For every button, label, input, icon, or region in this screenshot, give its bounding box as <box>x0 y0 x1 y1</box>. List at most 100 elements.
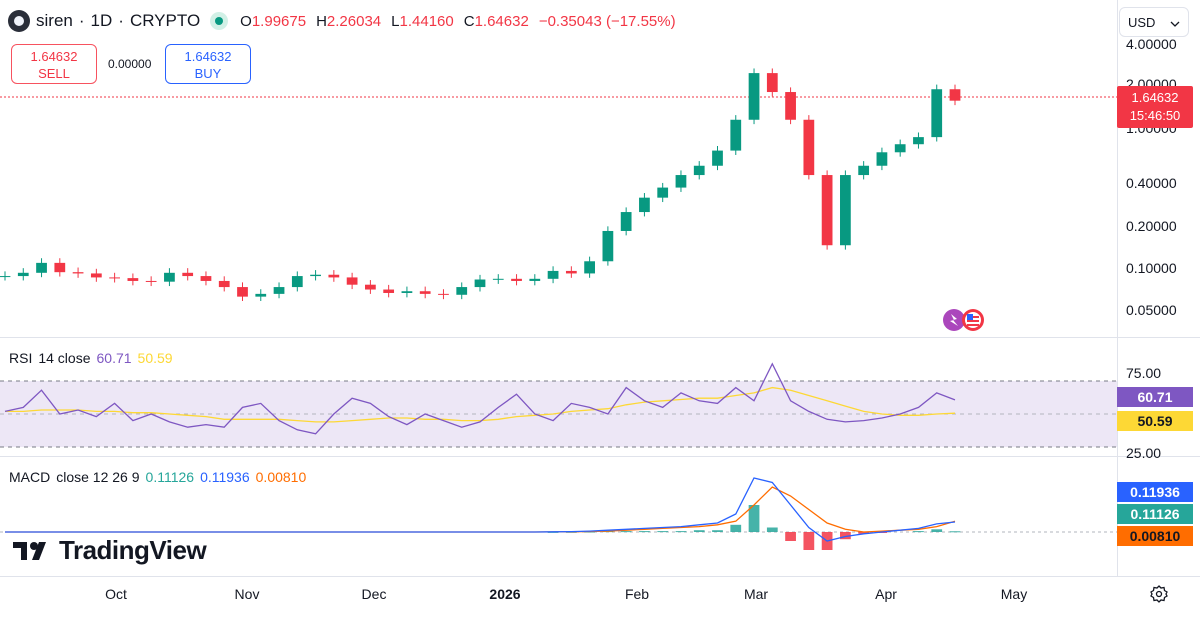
macd-line <box>5 477 956 542</box>
candle-body <box>913 137 924 145</box>
rsi-plot <box>4 362 956 435</box>
price-axis-label: 0.05000 <box>1126 302 1177 318</box>
price-axis-label: 0.20000 <box>1126 218 1177 234</box>
candle-body <box>748 73 760 120</box>
settings-gear-icon[interactable] <box>1150 585 1168 603</box>
time-axis-label: Dec <box>361 586 387 602</box>
last-price-tag: 1.64632 15:46:50 <box>1117 86 1193 128</box>
candle-body <box>565 270 577 274</box>
events-icon[interactable] <box>941 307 989 333</box>
candle-body <box>730 119 742 151</box>
candle-body <box>438 293 449 295</box>
candle-body <box>931 89 943 138</box>
macd-hist-bar <box>949 531 961 533</box>
candle-body <box>237 287 248 297</box>
macd-value: 0.11126 <box>145 469 195 485</box>
candle-body <box>346 277 358 285</box>
macd-value-tag: 0.11126 <box>1117 504 1193 524</box>
rsi-ma-value: 50.59 <box>137 350 173 366</box>
candle-body <box>547 270 559 279</box>
candle-body <box>602 230 614 262</box>
spread-value: 0.00000 <box>108 57 152 71</box>
macd-signal-value: 0.11936 <box>200 469 250 485</box>
candle-body <box>36 262 47 273</box>
macd-hist-tag: 0.00810 <box>1117 526 1193 546</box>
tradingview-logo-icon <box>13 541 46 560</box>
exchange: CRYPTO <box>129 11 201 30</box>
symbol-name[interactable]: siren <box>36 11 73 30</box>
time-axis-border <box>0 576 1200 577</box>
candle-body <box>218 280 230 288</box>
bar-countdown: 15:46:50 <box>1129 108 1181 123</box>
macd-params: close 12 26 9 <box>56 469 140 485</box>
macd-legend[interactable]: MACD close 12 26 9 0.11126 0.11936 0.008… <box>9 469 306 485</box>
tradingview-logo[interactable]: TradingView <box>13 535 207 566</box>
ohlc-values: O1.99675 H2.26034 L1.44160 C1.64632 −0.3… <box>240 12 676 30</box>
macd-signal-line <box>5 486 956 533</box>
macd-hist-bar <box>712 530 723 532</box>
candle-body <box>419 291 431 294</box>
macd-hist-bar <box>766 527 778 532</box>
candle-body <box>145 280 157 282</box>
time-axis-label: 2026 <box>489 586 521 602</box>
sell-button[interactable]: 1.64632 SELL <box>11 44 97 84</box>
price-axis-border <box>1117 0 1118 576</box>
rsi-axis-label: 75.00 <box>1126 365 1162 381</box>
sell-label: SELL <box>38 66 70 81</box>
interval[interactable]: 1D <box>90 11 113 30</box>
price-axis-label: 4.00000 <box>1126 36 1177 52</box>
pane-separator-rsi[interactable] <box>0 337 1200 338</box>
candle-body <box>675 175 687 188</box>
candle-body <box>127 278 139 281</box>
macd-hist-bar <box>913 531 924 533</box>
candle-body <box>291 276 303 288</box>
macd-hist-bar <box>675 531 687 533</box>
macd-hist-bar <box>620 531 632 533</box>
buy-button[interactable]: 1.64632 BUY <box>165 44 251 84</box>
macd-label: MACD <box>9 469 51 485</box>
candle-body <box>858 165 870 176</box>
candle-body <box>474 279 486 288</box>
candle-body <box>383 289 395 293</box>
rsi-value-tag: 60.71 <box>1117 387 1193 407</box>
rsi-line <box>4 362 956 435</box>
candle-body <box>72 272 84 274</box>
currency-selector[interactable]: USD <box>1119 7 1189 37</box>
candle-body <box>693 165 705 176</box>
candle-body <box>200 276 212 281</box>
candle-body <box>785 92 796 120</box>
market-status-icon[interactable] <box>210 12 229 30</box>
candle-body <box>17 272 29 277</box>
candle-body <box>328 274 340 278</box>
rsi-label: RSI <box>9 350 33 366</box>
candle-body <box>54 262 66 273</box>
macd-hist-bar <box>657 531 669 533</box>
candle-body <box>639 197 650 213</box>
candle-body <box>876 152 888 166</box>
chevron-down-icon <box>1170 15 1180 30</box>
candle-body <box>109 277 120 279</box>
candle-body <box>712 150 723 166</box>
symbol-header[interactable]: siren · 1D · CRYPTO O1.99675 H2.26034 L1… <box>8 8 676 34</box>
candle-body <box>803 119 815 176</box>
buy-price: 1.64632 <box>184 49 232 64</box>
last-price-value: 1.64632 <box>1131 90 1179 105</box>
macd-hist-bar <box>803 532 815 550</box>
candle-body <box>821 175 833 246</box>
price-axis-label: 0.40000 <box>1126 175 1177 191</box>
time-axis-label: Nov <box>234 586 260 602</box>
candle-body <box>949 89 961 101</box>
rsi-params: 14 close <box>38 350 91 366</box>
currency-label: USD <box>1128 14 1156 30</box>
macd-hist-bar <box>748 505 760 532</box>
candle-body <box>584 261 595 274</box>
candle-body <box>492 278 504 280</box>
pane-separator-macd[interactable] <box>0 456 1200 457</box>
candle-body <box>310 274 321 277</box>
rsi-ma-line <box>5 386 956 423</box>
rsi-legend[interactable]: RSI 14 close 60.71 50.59 <box>9 350 173 366</box>
candle-body <box>365 284 376 290</box>
candle-body <box>0 276 11 278</box>
macd-hist-bar <box>639 531 650 533</box>
